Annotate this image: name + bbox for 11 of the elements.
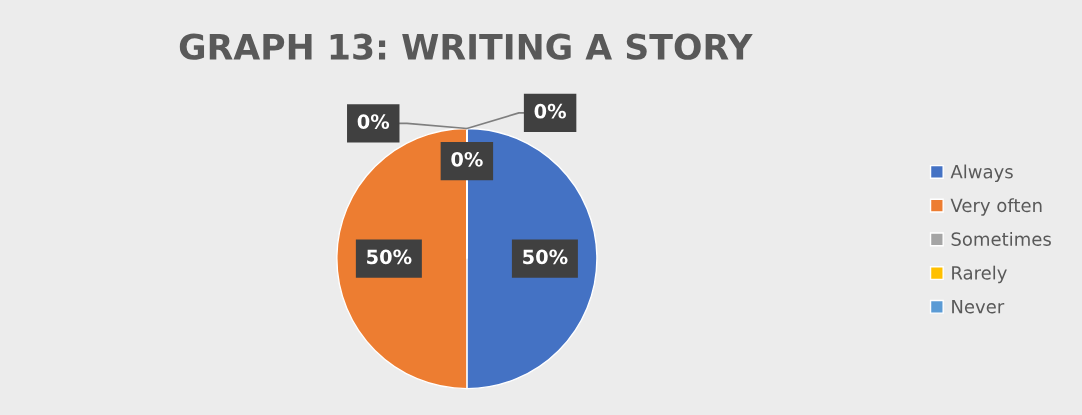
legend-label: Very often [950, 198, 1042, 216]
legend-label: Sometimes [951, 231, 1051, 246]
text: 0% [451, 151, 483, 167]
chart-title: GRAPH 13: WRITING A STORY [179, 33, 753, 60]
legend-label: Never [952, 299, 1005, 314]
text: 0% [357, 114, 390, 129]
data-label: 50% [367, 249, 412, 265]
data-label: 50% [523, 249, 568, 265]
legend-label: Rarely [952, 265, 1007, 284]
legend-label: Always [950, 164, 1013, 182]
text: 0% [534, 103, 566, 119]
